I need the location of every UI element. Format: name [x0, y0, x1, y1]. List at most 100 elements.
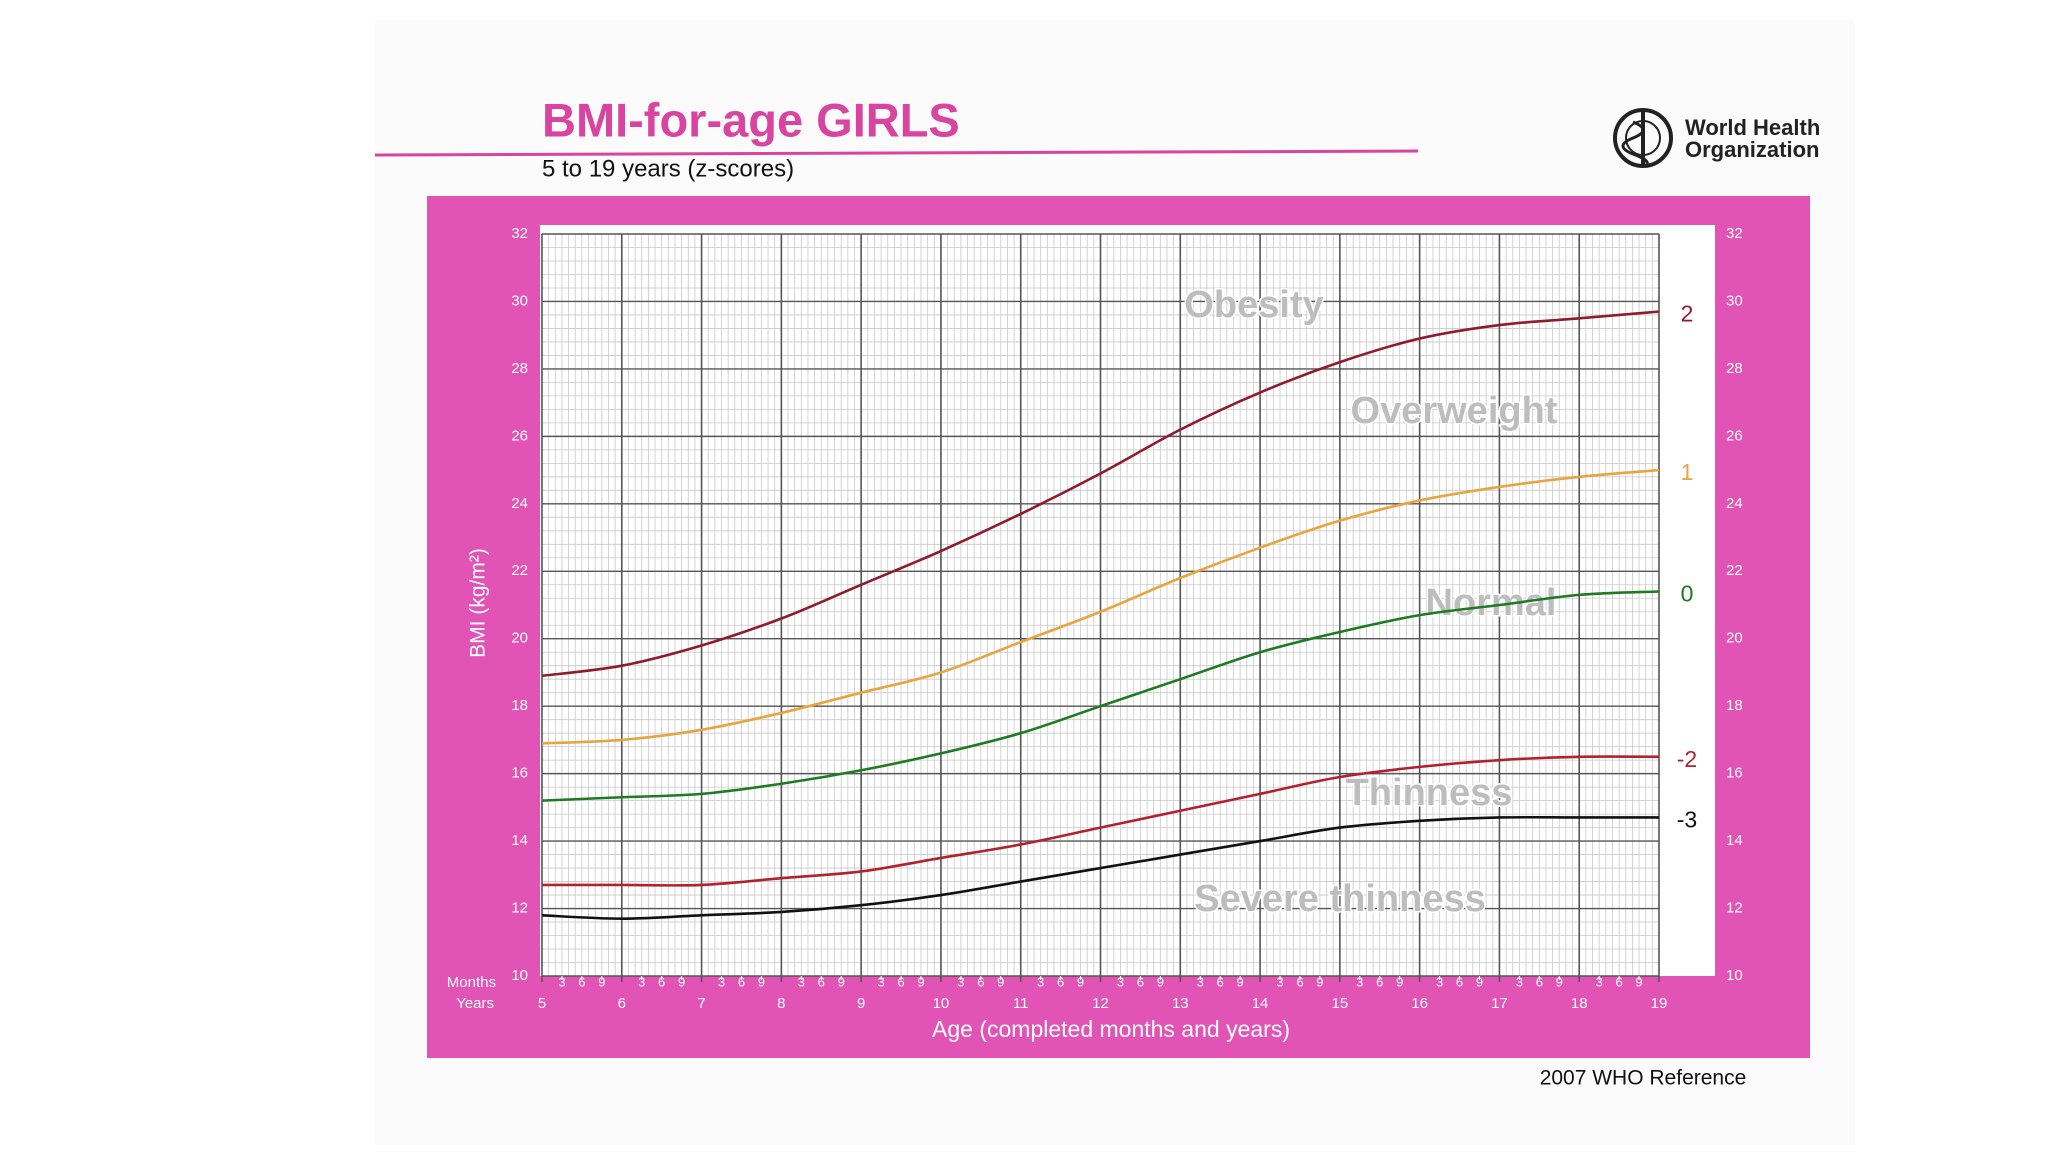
x-tick-label: 10: [933, 995, 950, 1012]
y-tick-label: 12: [511, 900, 528, 917]
zone-label: Obesity: [1184, 284, 1323, 326]
x-tick-label: 5: [538, 995, 546, 1012]
month-tick-label: 9: [1556, 974, 1563, 989]
month-tick-label: 6: [818, 974, 825, 989]
y2-tick-label: 30: [1726, 292, 1743, 309]
series-line: [541, 310, 1660, 678]
month-tick-label: 3: [1276, 974, 1283, 989]
title-rule: [374, 149, 1419, 157]
y-tick-label: 32: [511, 225, 528, 242]
month-tick-label: 3: [1117, 974, 1124, 989]
y2-tick-label: 18: [1726, 697, 1743, 714]
month-tick-label: 6: [1296, 974, 1303, 989]
x-tick-label: 6: [618, 995, 626, 1012]
series-line: [541, 815, 1659, 920]
y2-tick-label: 26: [1726, 427, 1743, 444]
x-row-label: Years: [456, 995, 494, 1012]
chart-subtitle: 5 to 19 years (z-scores): [542, 155, 794, 182]
y-tick-label: 20: [511, 630, 528, 647]
month-tick-label: 3: [1516, 974, 1523, 989]
month-tick-label: 3: [798, 974, 805, 989]
month-tick-label: 3: [638, 974, 645, 989]
month-tick-label: 6: [897, 974, 904, 989]
zone-label: Normal: [1426, 582, 1557, 624]
y-tick-label: 28: [511, 360, 528, 377]
y-tick-label: 30: [511, 292, 528, 309]
chart-title: BMI-for-age GIRLS: [542, 93, 960, 146]
series-label: -2: [1677, 746, 1697, 772]
zone-label: Thinness: [1346, 772, 1513, 814]
month-tick-label: 6: [658, 974, 665, 989]
month-tick-label: 6: [1615, 974, 1622, 989]
x-tick-label: 17: [1491, 995, 1508, 1012]
y2-tick-label: 22: [1726, 562, 1743, 579]
zone-label: Severe thinness: [1194, 878, 1485, 920]
month-tick-label: 6: [1536, 974, 1543, 989]
series-label: 0: [1681, 581, 1694, 607]
y2-tick-label: 10: [1726, 967, 1743, 984]
month-tick-label: 3: [718, 974, 725, 989]
series-line: [541, 468, 1660, 745]
y2-tick-label: 20: [1726, 630, 1743, 647]
month-tick-label: 9: [917, 974, 924, 989]
org-name: World Health: [1685, 115, 1820, 140]
x-axis-label: Age (completed months and years): [932, 1016, 1290, 1042]
month-tick-label: 9: [1635, 974, 1642, 989]
x-tick-label: 19: [1651, 995, 1668, 1012]
x-tick-label: 13: [1172, 995, 1189, 1012]
y-tick-label: 16: [511, 765, 528, 782]
month-tick-label: 3: [957, 974, 964, 989]
y2-tick-label: 16: [1726, 765, 1743, 782]
month-tick-label: 9: [598, 974, 605, 989]
month-tick-label: 9: [1157, 974, 1164, 989]
org-name: Organization: [1685, 137, 1819, 162]
month-tick-label: 3: [1596, 974, 1603, 989]
month-tick-label: 3: [877, 974, 884, 989]
y-tick-label: 26: [511, 427, 528, 444]
x-tick-label: 11: [1013, 995, 1029, 1012]
x-tick-label: 18: [1571, 995, 1588, 1012]
x-tick-label: 16: [1411, 995, 1428, 1012]
month-tick-label: 9: [1077, 974, 1084, 989]
x-tick-label: 14: [1252, 995, 1269, 1012]
y2-tick-label: 32: [1726, 225, 1743, 242]
y-tick-label: 14: [511, 832, 528, 849]
month-tick-label: 9: [1237, 974, 1244, 989]
month-tick-label: 9: [1316, 974, 1323, 989]
series-line: [541, 590, 1660, 802]
y-tick-label: 24: [511, 495, 528, 512]
logo-snake: [1621, 120, 1649, 165]
month-tick-label: 6: [578, 974, 585, 989]
month-tick-label: 6: [1217, 974, 1224, 989]
zone-label: Overweight: [1351, 390, 1558, 432]
month-tick-label: 6: [738, 974, 745, 989]
month-tick-label: 6: [1456, 974, 1463, 989]
month-tick-label: 3: [1356, 974, 1363, 989]
x-tick-label: 8: [777, 995, 785, 1012]
who-logo: World Health Organization: [1613, 108, 1820, 168]
y2-tick-label: 28: [1726, 360, 1743, 377]
month-tick-label: 3: [1197, 974, 1204, 989]
month-tick-label: 6: [1376, 974, 1383, 989]
month-tick-label: 9: [997, 974, 1004, 989]
month-tick-label: 6: [1057, 974, 1064, 989]
month-tick-label: 9: [678, 974, 685, 989]
series-label: 2: [1681, 301, 1694, 327]
x-tick-label: 9: [857, 995, 865, 1012]
x-tick-label: 7: [697, 995, 705, 1012]
y2-tick-label: 14: [1726, 832, 1743, 849]
y-tick-label: 22: [511, 562, 528, 579]
month-tick-label: 6: [1137, 974, 1144, 989]
series-label: 1: [1681, 459, 1694, 485]
y-axis-label: BMI (kg/m²): [467, 548, 490, 658]
source-note: 2007 WHO Reference: [1540, 1067, 1747, 1090]
y2-tick-label: 12: [1726, 900, 1743, 917]
y-tick-label: 18: [511, 697, 528, 714]
y-tick-label: 10: [511, 967, 528, 984]
month-tick-label: 9: [1476, 974, 1483, 989]
series-line: [542, 755, 1660, 887]
month-tick-label: 9: [758, 974, 765, 989]
month-tick-label: 6: [977, 974, 984, 989]
month-tick-label: 3: [1436, 974, 1443, 989]
